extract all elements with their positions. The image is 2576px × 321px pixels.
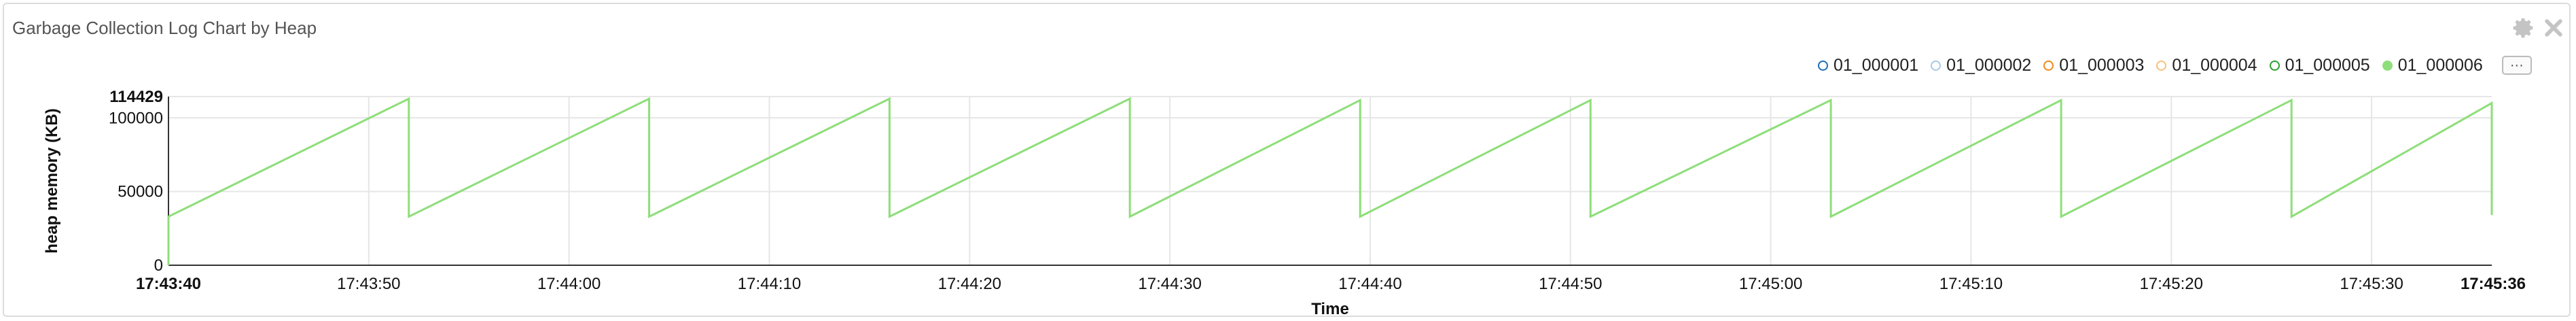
x-start-label: 17:43:40 — [136, 275, 201, 293]
y-tick-label: 100000 — [109, 109, 163, 127]
panel-title: Garbage Collection Log Chart by Heap — [12, 18, 317, 38]
legend-label: 01_000002 — [1946, 55, 2032, 75]
legend-marker — [2043, 60, 2054, 71]
legend-marker — [2269, 60, 2280, 71]
legend-item-01-000004[interactable]: 01_000004 — [2156, 56, 2257, 75]
x-tick-label: 17:43:50 — [337, 275, 400, 293]
legend-marker — [1931, 60, 1942, 71]
legend-label: 01_000004 — [2172, 55, 2257, 75]
x-tick-label: 17:44:20 — [938, 275, 1001, 293]
x-tick-label: 17:45:20 — [2140, 275, 2203, 293]
legend-label: 01_000006 — [2397, 55, 2483, 75]
legend-item-01-000005[interactable]: 01_000005 — [2269, 55, 2370, 75]
gear-icon[interactable] — [2512, 16, 2535, 39]
x-end-label: 17:45:36 — [2461, 275, 2526, 293]
legend-item-01-000001[interactable]: 01_000001 — [1818, 56, 1918, 75]
legend-item-01-000006[interactable]: 01_000006 — [2382, 56, 2483, 75]
legend-marker — [2382, 60, 2393, 71]
x-tick-label: 17:44:00 — [537, 275, 601, 293]
legend: 01_000001 01_000002 01_000003 01_000004 … — [1818, 53, 2532, 78]
legend-more-button[interactable]: ··· — [2501, 56, 2532, 75]
legend-label: 01_000003 — [2059, 55, 2145, 75]
legend-marker — [2156, 60, 2167, 71]
legend-marker — [1818, 60, 1828, 71]
x-tick-label: 17:45:10 — [1939, 275, 2003, 293]
x-tick-label: 17:45:00 — [1739, 275, 1802, 293]
legend-label: 01_000005 — [2285, 55, 2370, 75]
legend-label: 01_000001 — [1833, 55, 1919, 75]
x-tick-label: 17:45:30 — [2340, 275, 2403, 293]
y-axis-title: heap memory (KB) — [43, 108, 61, 253]
x-tick-label: 17:44:30 — [1138, 275, 1201, 293]
x-tick-label: 17:44:50 — [1539, 275, 1602, 293]
y-tick-label: 50000 — [118, 183, 163, 201]
legend-item-01-000002[interactable]: 01_000002 — [1931, 56, 2031, 75]
series-line-01_000006 — [167, 97, 2493, 265]
y-tick-label: 0 — [154, 256, 163, 275]
legend-item-01-000003[interactable]: 01_000003 — [2043, 56, 2144, 75]
x-tick-label: 17:44:40 — [1338, 275, 1401, 293]
y-max-label: 114429 — [109, 88, 163, 106]
x-tick-label: 17:44:10 — [738, 275, 801, 293]
close-icon[interactable] — [2542, 16, 2565, 39]
x-axis-title: Time — [1311, 300, 1349, 318]
